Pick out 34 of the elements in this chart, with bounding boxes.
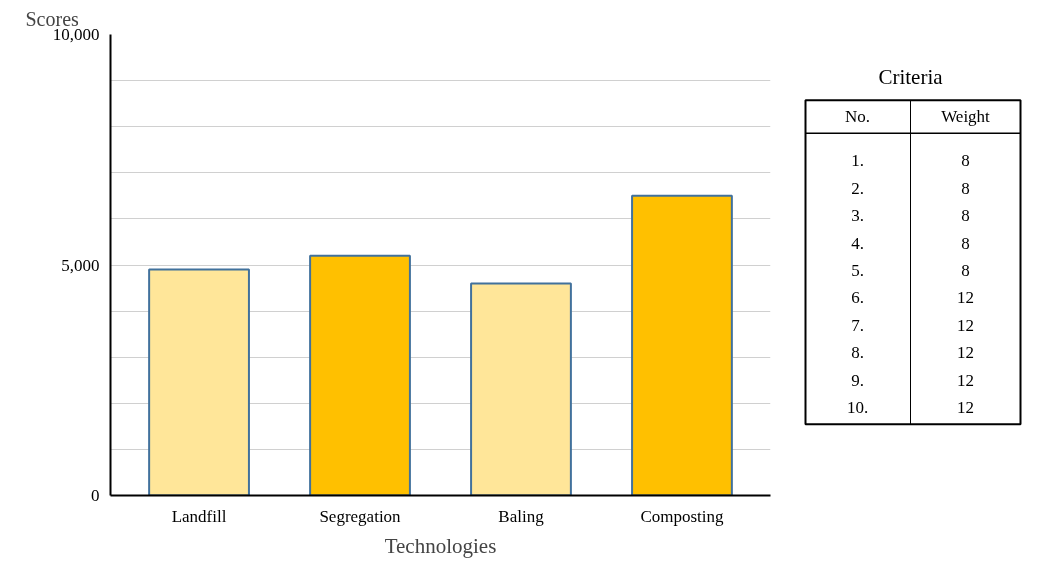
data-label: 8 bbox=[961, 206, 970, 226]
bar bbox=[631, 194, 733, 496]
data-label: 8 bbox=[961, 260, 970, 280]
x-tick-label: Baling bbox=[498, 506, 545, 526]
y-tick-label: 3. bbox=[851, 206, 864, 226]
y-tick-label: 8. bbox=[851, 343, 864, 363]
x-tick-label: Composting bbox=[640, 506, 725, 526]
data-label: 12 bbox=[957, 343, 974, 363]
data-label: 8 bbox=[961, 233, 970, 253]
y-tick-label: 6. bbox=[851, 288, 864, 308]
y-tick-label: 1. bbox=[851, 151, 864, 171]
bar bbox=[148, 268, 250, 496]
x-tick-label: Landfill bbox=[171, 506, 227, 526]
bar bbox=[470, 282, 572, 496]
y-tick-label: 10. bbox=[846, 398, 869, 418]
y-tick-label: 5. bbox=[851, 260, 864, 280]
y-tick-label: 2. bbox=[851, 178, 864, 198]
y-tick-label: 5,000 bbox=[61, 255, 100, 275]
y-tick-label: 7. bbox=[851, 315, 864, 335]
data-label: 12 bbox=[957, 398, 974, 418]
x-tick-label: Weight bbox=[941, 107, 991, 127]
data-label: 12 bbox=[957, 370, 974, 390]
y-axis-title: No. bbox=[844, 107, 871, 127]
chart-title: Criteria bbox=[878, 65, 944, 90]
x-axis-title: Technologies bbox=[384, 533, 497, 558]
data-label: 12 bbox=[957, 315, 974, 335]
y-tick-label: 4. bbox=[851, 233, 864, 253]
data-label: 8 bbox=[961, 178, 970, 198]
bar bbox=[309, 254, 411, 496]
y-tick-label: 9. bbox=[851, 370, 864, 390]
x-tick-label: Segregation bbox=[319, 506, 402, 526]
data-label: 12 bbox=[957, 288, 974, 308]
data-label: 8 bbox=[961, 151, 970, 171]
y-tick-label: 0 bbox=[91, 486, 100, 505]
